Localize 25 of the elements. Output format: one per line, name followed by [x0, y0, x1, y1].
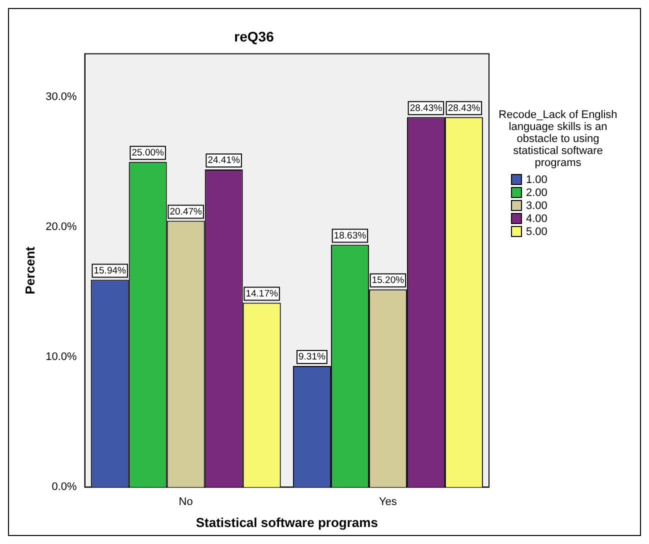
- data-label: 24.41%: [208, 155, 240, 166]
- data-label: 9.31%: [298, 352, 326, 363]
- legend-label: 4.00: [526, 212, 548, 224]
- data-label: 28.43%: [410, 102, 443, 114]
- y-axis-title: Percent: [22, 246, 38, 294]
- legend-title: Recode_Lack of English language skills is an obstacle to using statistical software programs: [498, 109, 618, 169]
- y-tick-label: 30.0%: [46, 90, 77, 103]
- x-tick-label: Yes: [378, 496, 398, 508]
- legend-label: 1.00: [526, 174, 548, 186]
- data-label: 14.17%: [246, 288, 278, 300]
- legend-label: 3.00: [526, 200, 548, 212]
- data-label: 28.43%: [448, 102, 481, 114]
- data-label: 15.94%: [94, 265, 127, 276]
- data-label: 18.63%: [334, 230, 367, 242]
- data-label: 25.00%: [132, 147, 165, 158]
- legend-label: 2.00: [526, 186, 548, 198]
- y-tick-label: 0.0%: [52, 481, 78, 494]
- data-label: 15.20%: [372, 274, 405, 286]
- x-tick-label: No: [178, 496, 193, 508]
- y-tick-label: 10.0%: [46, 351, 77, 364]
- legend-label: 5.00: [526, 226, 548, 238]
- x-axis-title: Statistical software programs: [196, 514, 378, 530]
- chart-title: reQ36: [234, 28, 274, 44]
- y-tick-label: 20.0%: [46, 220, 77, 233]
- data-label: 20.47%: [170, 206, 202, 218]
